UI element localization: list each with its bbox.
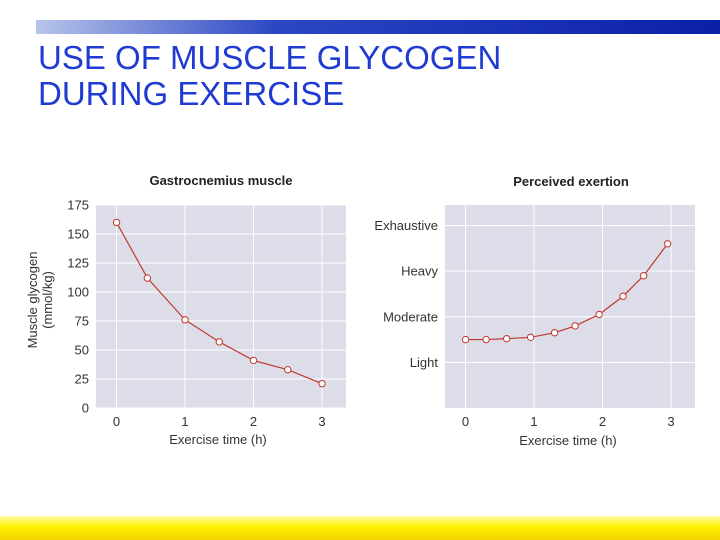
glycogen-x-tick-label: 3 (318, 414, 325, 429)
glycogen-chart-title: Gastrocnemius muscle (149, 173, 292, 188)
glycogen-gridlines (96, 204, 346, 409)
exertion-y-tick-label: Heavy (401, 264, 438, 279)
glycogen-y-tick-label: 25 (75, 372, 89, 387)
exertion-data-point (526, 333, 535, 341)
glycogen-y-axis-label-line-1: Muscle glycogen (25, 252, 40, 349)
glycogen-data-point (284, 366, 292, 374)
exertion-data-point (571, 322, 579, 330)
glycogen-x-axis-label: Exercise time (h) (169, 432, 267, 447)
exertion-plot-area (445, 205, 695, 408)
glycogen-y-tick-label: 75 (75, 314, 89, 329)
exertion-data-point (461, 335, 470, 344)
glycogen-data-point (181, 316, 189, 324)
slide-title-line-1: USE OF MUSCLE GLYCOGEN (38, 39, 502, 76)
exertion-data-point (619, 292, 627, 300)
exertion-x-tick-label: 0 (462, 414, 469, 429)
exertion-y-tick-label: Moderate (383, 309, 438, 324)
glycogen-data-point (318, 379, 326, 388)
exertion-chart: Light Moderate Heavy Exhaustive 0 1 2 3 Perceiv… (374, 174, 695, 448)
glycogen-x-tick-label: 2 (250, 414, 257, 429)
exertion-x-tick-label: 2 (599, 414, 606, 429)
exertion-x-axis-label: Exercise time (h) (519, 433, 617, 448)
exertion-series-line (465, 243, 669, 341)
glycogen-data-point (112, 218, 121, 227)
slide-title: USE OF MUSCLE GLYCOGEN DURING EXERCISE (38, 40, 501, 112)
exertion-data-point (550, 329, 559, 337)
glycogen-y-tick-label: 0 (82, 401, 89, 416)
exertion-x-tick-label: 3 (667, 414, 674, 429)
glycogen-y-axis-label-line-2: (mmol/kg) (40, 271, 55, 329)
exertion-data-point (502, 334, 511, 343)
footer-accent-bar (0, 516, 720, 540)
exertion-data-point (639, 272, 648, 280)
glycogen-chart: 0 25 50 75 100 125 150 175 0 1 2 3 Gastrocnemius mu… (25, 173, 346, 447)
glycogen-tick-labels: 0 25 50 75 100 125 150 175 0 1 2 3 (67, 198, 325, 430)
slide-title-line-2: DURING EXERCISE (38, 75, 345, 112)
glycogen-series (112, 218, 326, 388)
exertion-data-point (663, 240, 672, 248)
exertion-data-point (482, 335, 490, 344)
exertion-y-tick-label: Exhaustive (374, 218, 438, 233)
glycogen-x-tick-label: 1 (181, 414, 188, 429)
glycogen-x-tick-label: 0 (113, 414, 120, 429)
glycogen-y-tick-label: 150 (67, 227, 89, 242)
exertion-tick-labels: Light Moderate Heavy Exhaustive 0 1 2 3 (374, 218, 674, 429)
glycogen-y-tick-label: 100 (67, 285, 89, 300)
exertion-series (461, 240, 672, 344)
glycogen-y-tick-label: 125 (67, 256, 89, 271)
glycogen-data-point (249, 356, 258, 365)
glycogen-y-tick-label: 50 (75, 343, 89, 358)
exertion-chart-title: Perceived exertion (513, 174, 629, 189)
glycogen-plot-area (96, 205, 346, 408)
title-accent-bar (36, 20, 720, 34)
glycogen-data-point (143, 274, 152, 282)
exertion-x-tick-label: 1 (530, 414, 537, 429)
exertion-gridlines (445, 205, 695, 408)
exertion-data-point (595, 310, 603, 319)
glycogen-data-point (215, 338, 223, 346)
exertion-y-tick-label: Light (410, 355, 439, 370)
glycogen-y-tick-label: 175 (67, 198, 89, 213)
